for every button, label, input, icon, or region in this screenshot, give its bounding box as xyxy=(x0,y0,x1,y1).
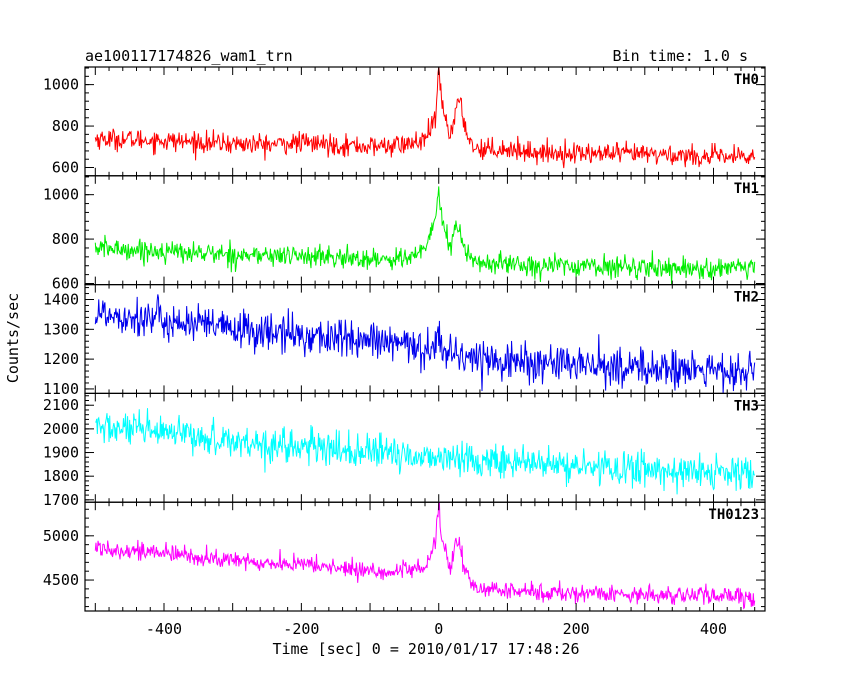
y-tick-label: 5000 xyxy=(43,527,79,545)
y-tick-label: 1000 xyxy=(43,186,79,204)
y-tick-label: 1800 xyxy=(43,467,79,485)
y-tick-label: 1700 xyxy=(43,491,79,509)
series-line-th1 xyxy=(94,186,756,285)
y-tick-label: 600 xyxy=(52,274,79,292)
panel-th3: TH3 1700 1800 1900 2000 2100 xyxy=(43,392,766,509)
panel-th0: TH0 600 800 1000 xyxy=(43,66,766,177)
y-tick-label: 1200 xyxy=(43,350,79,368)
series-line-th0 xyxy=(94,66,756,169)
panels-group: TH0 600 800 1000 TH1 600 800 1000 TH2 1100 1200 130… xyxy=(43,66,766,612)
bin-time-label: Bin time: 1.0 s xyxy=(613,47,748,65)
y-tick-label: 2100 xyxy=(43,396,79,414)
x-tick-label: 200 xyxy=(563,620,590,638)
x-tick-label: 400 xyxy=(700,620,727,638)
series-line-th3 xyxy=(95,408,756,495)
y-tick-label: 4500 xyxy=(43,571,79,589)
panel-frame xyxy=(84,392,766,503)
y-tick-label: 1300 xyxy=(43,320,79,338)
panel-th2: TH2 1100 1200 1300 1400 xyxy=(43,284,766,398)
panel-th0123: TH0123 4500 5000 xyxy=(43,501,766,612)
panel-label: TH1 xyxy=(734,181,759,197)
x-tick-label: -200 xyxy=(283,620,319,638)
y-axis-label: Counts/sec xyxy=(4,293,22,383)
panel-label: TH2 xyxy=(734,290,759,306)
panel-frame xyxy=(84,284,766,395)
y-tick-label: 600 xyxy=(52,159,79,177)
panel-th1: TH1 600 800 1000 xyxy=(43,175,766,292)
x-axis: -400 -200 0 200 400 xyxy=(146,620,727,638)
x-tick-label: 0 xyxy=(434,620,443,638)
x-axis-label: Time [sec] 0 = 2010/01/17 17:48:26 xyxy=(272,640,579,658)
y-tick-label: 1000 xyxy=(43,76,79,94)
series-line-th0123 xyxy=(94,501,756,610)
panel-label: TH3 xyxy=(734,398,759,414)
y-tick-label: 800 xyxy=(52,230,79,248)
y-tick-label: 800 xyxy=(52,117,79,135)
panel-frame xyxy=(84,66,766,177)
series-line-th2 xyxy=(94,294,756,394)
y-tick-label: 2000 xyxy=(43,420,79,438)
y-tick-label: 1100 xyxy=(43,380,79,398)
y-tick-label: 1400 xyxy=(43,291,79,309)
y-tick-label: 1900 xyxy=(43,444,79,462)
x-tick-label: -400 xyxy=(146,620,182,638)
panel-label: TH0 xyxy=(734,72,759,88)
chart-title: ae100117174826_wam1_trn xyxy=(85,47,293,65)
panel-label: TH0123 xyxy=(708,507,759,523)
